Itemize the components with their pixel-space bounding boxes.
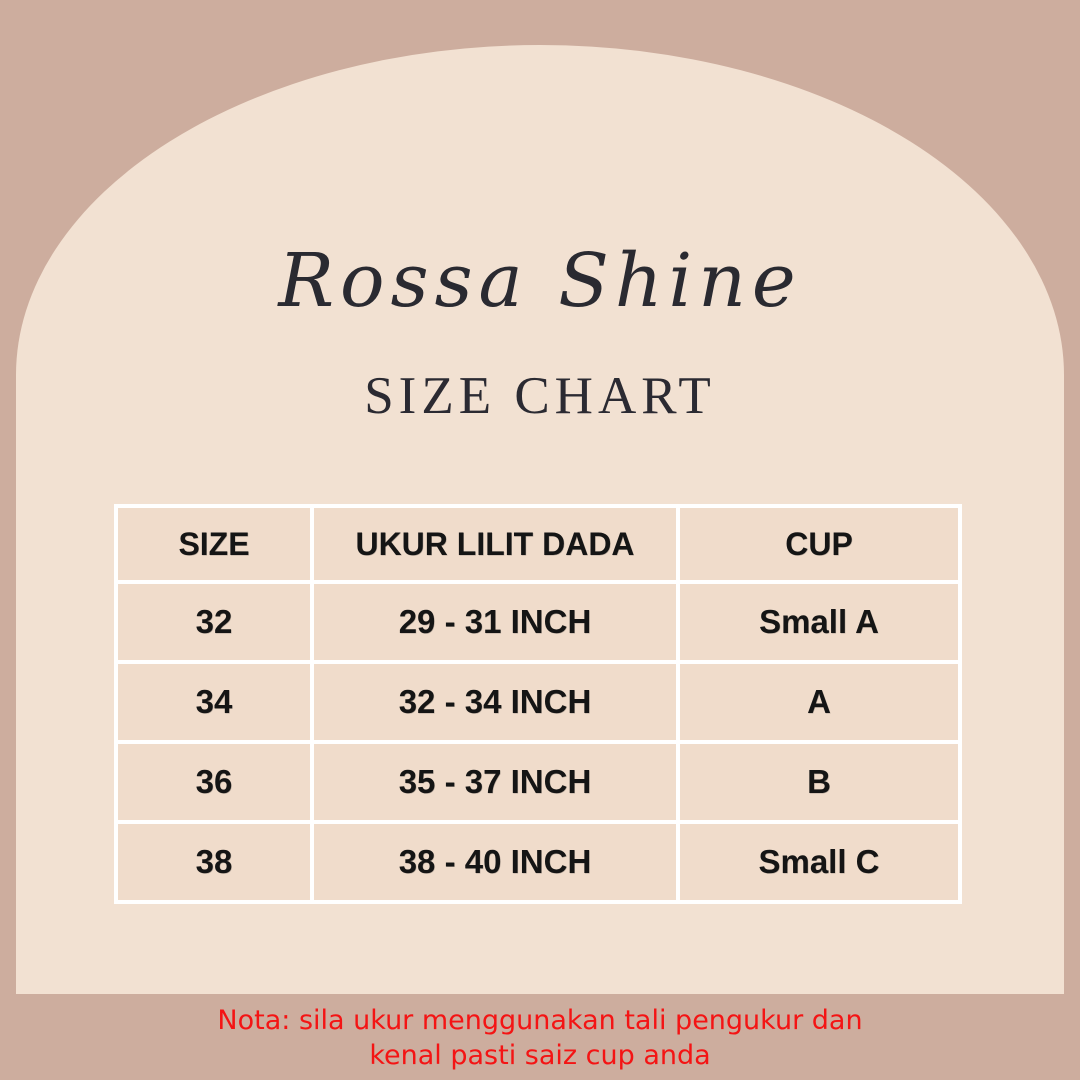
page-title: SIZE CHART (364, 367, 716, 425)
table-cell-measurement: 38 - 40 INCH (314, 824, 676, 900)
table-cell-size: 38 (118, 824, 310, 900)
size-table: SIZE UKUR LILIT DADA CUP 32 29 - 31 INCH… (114, 504, 962, 904)
table-cell-measurement: 29 - 31 INCH (314, 584, 676, 660)
table-header-ukur-lilit-dada: UKUR LILIT DADA (314, 508, 676, 580)
table-header-size: SIZE (118, 508, 310, 580)
table-cell-measurement: 35 - 37 INCH (314, 744, 676, 820)
table-cell-cup: Small C (680, 824, 958, 900)
table-cell-cup: Small A (680, 584, 958, 660)
table-cell-size: 32 (118, 584, 310, 660)
note-line-1: Nota: sila ukur menggunakan tali penguku… (217, 1005, 863, 1036)
table-cell-size: 34 (118, 664, 310, 740)
note-line-2: kenal pasti saiz cup anda (369, 1040, 711, 1071)
brand-script-title: Rossa Shine (278, 238, 802, 324)
table-cell-cup: A (680, 664, 958, 740)
note-text: Nota: sila ukur menggunakan tali penguku… (0, 1003, 1080, 1073)
table-cell-size: 36 (118, 744, 310, 820)
table-header-cup: CUP (680, 508, 958, 580)
table-cell-cup: B (680, 744, 958, 820)
table-cell-measurement: 32 - 34 INCH (314, 664, 676, 740)
